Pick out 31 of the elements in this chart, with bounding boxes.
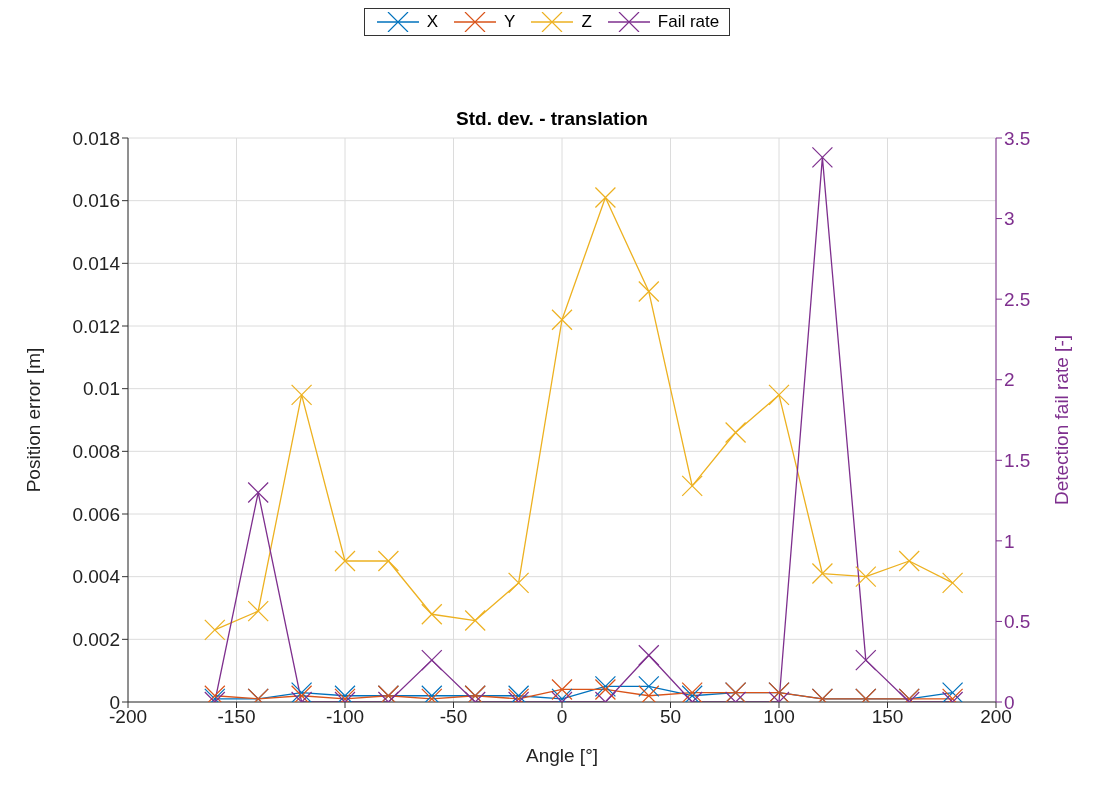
y-tick-label: 0.018 xyxy=(72,127,120,149)
x-tick-label: 0 xyxy=(556,706,568,728)
y-tick-label: 0.004 xyxy=(72,566,121,588)
y-tick-label: 0.002 xyxy=(72,629,120,651)
y2-tick-label: 3 xyxy=(1004,208,1015,230)
x-tick-label: -50 xyxy=(439,706,468,728)
y2-tick-label: 2.5 xyxy=(1004,288,1031,310)
x-tick-label: -150 xyxy=(217,706,256,728)
x-tick-label: 150 xyxy=(871,706,904,728)
legend-label: Fail rate xyxy=(657,12,720,32)
x-tick-label: 50 xyxy=(659,706,682,728)
y-tick-label: 0.016 xyxy=(72,190,120,212)
legend-label: X xyxy=(426,12,439,32)
y2-tick-label: 0.5 xyxy=(1004,611,1031,633)
y2-axis-title: Detection fail rate [-] xyxy=(1050,334,1072,506)
legend-label: Y xyxy=(504,12,516,32)
chart-title: Std. dev. - translation xyxy=(456,108,648,129)
y2-tick-label: 1 xyxy=(1004,530,1015,552)
y-tick-label: 0.014 xyxy=(72,253,121,275)
y-axis-title: Position error [m] xyxy=(22,347,44,493)
y2-tick-label: 3.5 xyxy=(1004,127,1031,149)
x-tick-label: -100 xyxy=(325,706,365,728)
y-tick-label: 0.01 xyxy=(83,378,120,400)
y2-tick-label: 2 xyxy=(1004,369,1015,391)
x-tick-label: 100 xyxy=(763,706,795,728)
y-tick-label: 0.006 xyxy=(72,503,120,525)
x-axis-title: Angle [°] xyxy=(525,745,599,766)
y-tick-label: 0.012 xyxy=(72,315,120,337)
y2-tick-label: 1.5 xyxy=(1004,450,1031,472)
legend-label: Z xyxy=(581,12,592,32)
y-tick-label: 0.008 xyxy=(72,441,120,463)
